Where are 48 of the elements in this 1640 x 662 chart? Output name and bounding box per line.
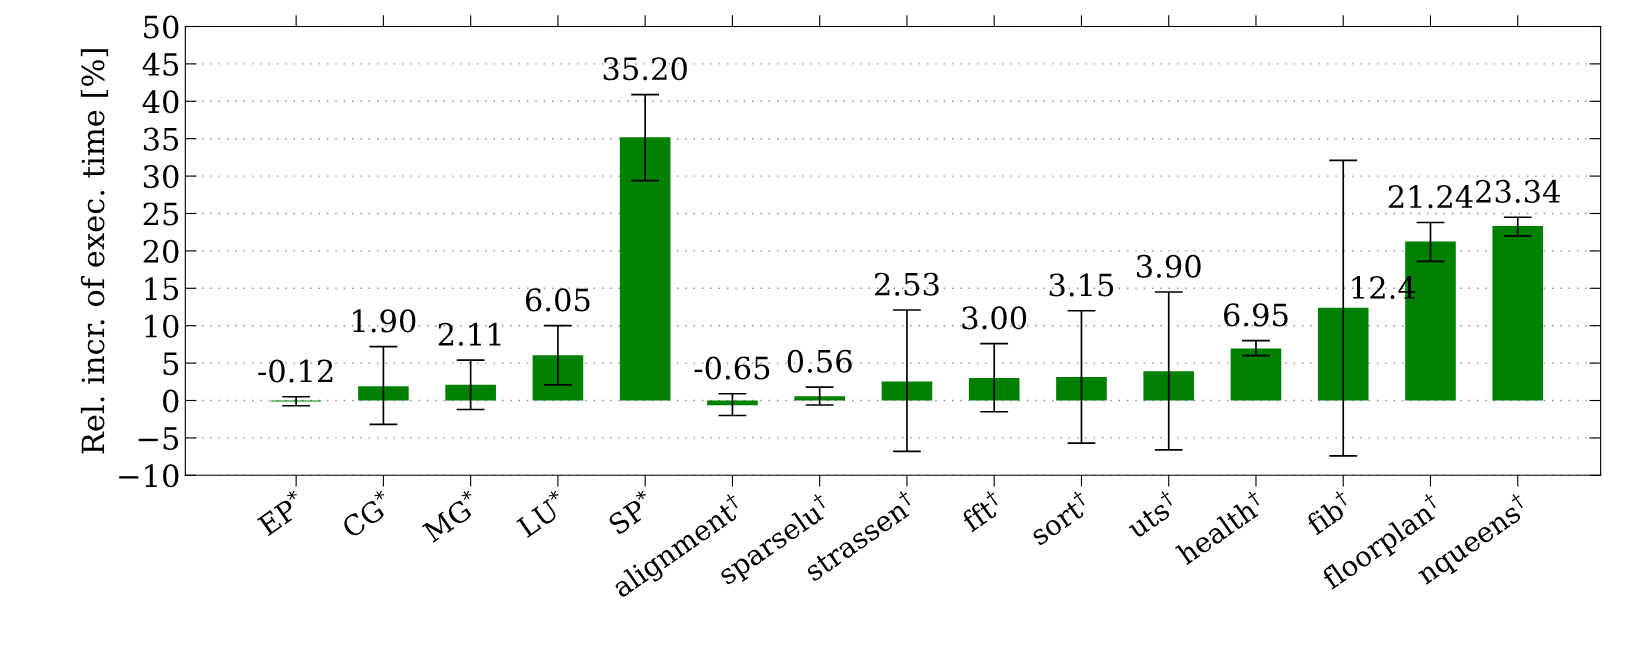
x-tick-label: fft$^{†}$ bbox=[958, 489, 1006, 533]
y-tick-label: −5 bbox=[138, 427, 179, 450]
bar bbox=[619, 137, 671, 401]
y-tick-label: 50 bbox=[144, 15, 179, 39]
bar bbox=[1056, 376, 1107, 401]
data-label: 2.11 bbox=[438, 322, 501, 346]
data-label: 6.95 bbox=[1224, 303, 1288, 327]
y-axis-title: Rel. incr. of exec. time [%] bbox=[80, 49, 109, 454]
bar bbox=[968, 378, 1020, 401]
data-label: 1.90 bbox=[353, 309, 416, 333]
y-tick-label: 45 bbox=[142, 52, 179, 76]
bar bbox=[532, 355, 584, 401]
y-tick-label: −10 bbox=[119, 464, 179, 488]
bar bbox=[794, 396, 845, 401]
bar bbox=[1230, 348, 1282, 401]
data-label: 6.05 bbox=[525, 288, 590, 312]
bar bbox=[1317, 307, 1369, 401]
x-tick-label: CG$^{*}$ bbox=[338, 488, 395, 539]
data-label: 35.20 bbox=[603, 57, 687, 81]
y-tick-label: 25 bbox=[143, 202, 179, 226]
y-tick-label: 5 bbox=[163, 352, 179, 376]
data-label: 3.15 bbox=[1049, 273, 1114, 297]
y-tick-label: 15 bbox=[145, 277, 179, 301]
bar bbox=[1143, 371, 1195, 401]
bar bbox=[1492, 225, 1544, 401]
bar bbox=[358, 386, 409, 401]
y-tick-label: 20 bbox=[143, 239, 179, 263]
x-tick-label: LU$^{*}$ bbox=[513, 489, 570, 539]
bar bbox=[445, 384, 496, 401]
bar bbox=[881, 381, 933, 401]
data-label: 21.24 bbox=[1388, 185, 1473, 209]
y-tick-label: 0 bbox=[163, 389, 179, 413]
x-tick-label: MG$^{*}$ bbox=[419, 488, 482, 544]
y-tick-label: 30 bbox=[143, 165, 179, 189]
data-label: -0.12 bbox=[258, 359, 333, 383]
y-tick-label: 35 bbox=[143, 127, 179, 151]
data-label: 0.56 bbox=[787, 349, 852, 373]
data-label: 3.00 bbox=[962, 306, 1027, 330]
x-tick-label: EP$^{*}$ bbox=[254, 488, 308, 537]
x-tick-label: health$^{†}$ bbox=[1173, 489, 1268, 566]
x-tick-label: uts$^{†}$ bbox=[1128, 489, 1175, 540]
data-label: 23.34 bbox=[1476, 179, 1560, 203]
data-label: 2.53 bbox=[875, 272, 939, 296]
y-tick-label: 40 bbox=[142, 90, 179, 114]
x-tick-label: sort$^{†}$ bbox=[1026, 489, 1093, 546]
y-tick-label: 10 bbox=[145, 314, 179, 338]
data-label: -0.65 bbox=[694, 356, 770, 380]
data-label: 3.90 bbox=[1137, 254, 1201, 278]
